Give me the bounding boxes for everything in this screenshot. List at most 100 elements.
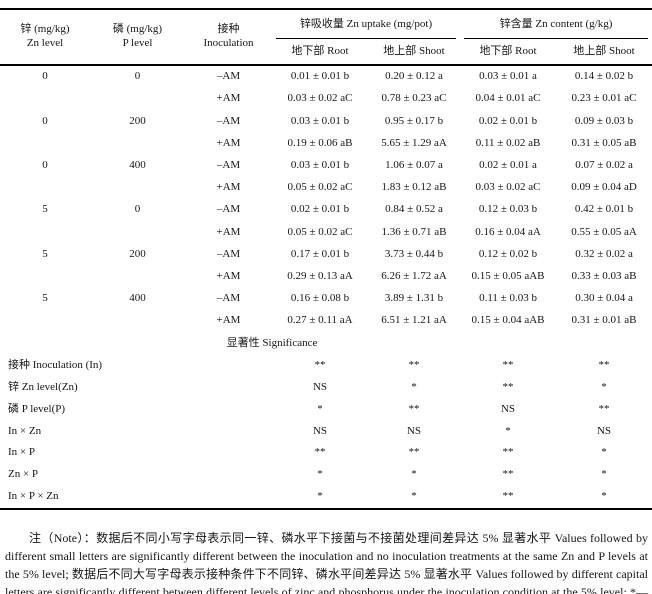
sig-uptake-root: NS	[312, 424, 328, 437]
cell-p	[90, 310, 185, 332]
cell-p: 0	[134, 203, 141, 216]
sig-uptake-shoot: *	[411, 381, 417, 394]
header-inoculation-en: Inoculation	[203, 37, 254, 49]
cell-content-root: 0.12 ± 0.02 b	[478, 247, 538, 260]
cell-uptake-shoot: 0.95 ± 0.17 b	[384, 114, 444, 127]
cell-p: 200	[129, 247, 146, 260]
significance-row: 磷 P level(P) * ** NS **	[0, 399, 652, 421]
table-header: 锌 (mg/kg) Zn level 磷 (mg/kg) P level 接种 …	[0, 9, 652, 66]
significance-title-row: 显著性 Significance	[0, 332, 652, 355]
table-row: +AM 0.19 ± 0.06 aB 5.65 ± 1.29 aA 0.11 ± 0.…	[0, 133, 652, 155]
cell-inoculation: +AM	[216, 181, 241, 194]
header-row-subcolumns: 地下部 Root 地上部 Shoot 地下部 Root 地上部 Shoot	[0, 39, 652, 66]
cell-content-shoot: 0.07 ± 0.02 a	[575, 158, 633, 171]
sig-uptake-shoot: NS	[406, 424, 422, 437]
cell-content-shoot: 0.23 ± 0.01 aC	[571, 92, 637, 105]
cell-p: 0	[134, 70, 141, 83]
header-zn-level-en: Zn level	[26, 37, 64, 49]
cell-uptake-shoot: 1.06 ± 0.07 a	[385, 158, 443, 171]
header-group-zn-uptake: 锌吸收量 Zn uptake (mg/pot)	[272, 9, 460, 39]
sig-content-shoot: **	[598, 359, 610, 372]
cell-content-shoot: 0.33 ± 0.03 aB	[571, 269, 637, 282]
cell-inoculation: –AM	[216, 70, 241, 83]
table-row: 5 0 –AM 0.02 ± 0.01 b 0.84 ± 0.52 a 0.12 ± 0.…	[0, 199, 652, 221]
significance-label: 锌 Zn level(Zn)	[8, 381, 78, 394]
significance-label: In × P	[8, 446, 35, 459]
cell-inoculation: –AM	[216, 292, 241, 305]
cell-p: 200	[129, 114, 146, 127]
cell-p	[90, 221, 185, 243]
cell-content-root: 0.15 ± 0.04 aAB	[471, 314, 545, 327]
cell-content-shoot: 0.55 ± 0.05 aA	[571, 225, 637, 238]
significance-row: In × P ** ** ** *	[0, 442, 652, 464]
header-inoculation: 接种 Inoculation	[185, 9, 272, 66]
header-group-zn-content: 锌含量 Zn content (g/kg)	[460, 9, 652, 39]
cell-inoculation: +AM	[216, 225, 241, 238]
header-p-level: 磷 (mg/kg) P level	[90, 9, 185, 66]
cell-p	[90, 177, 185, 199]
sig-content-root: **	[502, 359, 514, 372]
table-row: +AM 0.29 ± 0.13 aA 6.26 ± 1.72 aA 0.15 ± 0.…	[0, 266, 652, 288]
sig-uptake-root: *	[317, 468, 323, 481]
cell-content-shoot: 0.09 ± 0.03 b	[574, 114, 634, 127]
significance-rows: 接种 Inoculation (In) ** ** ** ** 锌 Zn level(Z…	[0, 355, 652, 509]
cell-uptake-root: 0.03 ± 0.02 aC	[287, 92, 353, 105]
cell-uptake-shoot: 3.73 ± 0.44 b	[384, 247, 444, 260]
table-note: 注（Note）：数据后不同小写字母表示同一锌、磷水平下接菌与不接菌处理间差异达 …	[5, 530, 648, 594]
cell-inoculation: –AM	[216, 158, 241, 171]
significance-label: In × Zn	[8, 424, 42, 437]
cell-p	[90, 266, 185, 288]
cell-content-shoot: 0.42 ± 0.01 b	[574, 203, 634, 216]
sig-content-shoot: *	[601, 490, 607, 503]
header-row-groups: 锌 (mg/kg) Zn level 磷 (mg/kg) P level 接种 …	[0, 9, 652, 66]
header-zn-level-zh: 锌 (mg/kg)	[20, 23, 70, 36]
cell-zn: 0	[42, 158, 48, 171]
cell-uptake-shoot: 6.51 ± 1.21 aA	[381, 314, 447, 327]
significance-row: 锌 Zn level(Zn) NS * ** *	[0, 377, 652, 399]
results-table: 锌 (mg/kg) Zn level 磷 (mg/kg) P level 接种 …	[0, 8, 652, 510]
cell-zn	[0, 177, 90, 199]
sig-content-root: NS	[500, 402, 516, 415]
sig-uptake-shoot: *	[411, 490, 417, 503]
cell-inoculation: +AM	[216, 314, 241, 327]
significance-label: In × P × Zn	[8, 490, 59, 503]
sig-content-root: **	[502, 446, 514, 459]
sig-uptake-root: **	[314, 446, 326, 459]
cell-uptake-shoot: 0.78 ± 0.23 aC	[381, 92, 447, 105]
cell-content-shoot: 0.31 ± 0.05 aB	[571, 136, 637, 149]
cell-zn	[0, 310, 90, 332]
cell-inoculation: +AM	[216, 92, 241, 105]
cell-inoculation: –AM	[216, 247, 241, 260]
cell-zn: 5	[42, 203, 48, 216]
cell-content-root: 0.02 ± 0.01 b	[478, 114, 538, 127]
cell-uptake-shoot: 0.20 ± 0.12 a	[385, 70, 443, 83]
header-uptake-shoot: 地上部 Shoot	[368, 39, 461, 66]
cell-uptake-root: 0.03 ± 0.01 b	[290, 114, 350, 127]
significance-label: 接种 Inoculation (In)	[8, 359, 103, 372]
sig-content-shoot: **	[598, 402, 610, 415]
significance-label: 磷 P level(P)	[8, 402, 66, 415]
sig-content-root: **	[502, 381, 514, 394]
cell-uptake-root: 0.03 ± 0.01 b	[290, 158, 350, 171]
significance-title: 显著性 Significance	[226, 336, 318, 349]
header-zn-level: 锌 (mg/kg) Zn level	[0, 9, 90, 66]
sig-uptake-shoot: **	[408, 359, 420, 372]
cell-content-root: 0.03 ± 0.02 aC	[475, 181, 541, 194]
cell-zn	[0, 266, 90, 288]
cell-zn: 0	[42, 114, 48, 127]
cell-uptake-shoot: 0.84 ± 0.52 a	[385, 203, 443, 216]
significance-row: Zn × P * * ** *	[0, 464, 652, 486]
cell-p	[90, 133, 185, 155]
header-p-level-zh: 磷 (mg/kg)	[112, 23, 163, 36]
sig-content-shoot: *	[601, 381, 607, 394]
cell-uptake-root: 0.05 ± 0.02 aC	[287, 181, 353, 194]
cell-content-root: 0.12 ± 0.03 b	[478, 203, 538, 216]
cell-uptake-root: 0.01 ± 0.01 b	[290, 70, 350, 83]
table-row: +AM 0.27 ± 0.11 aA 6.51 ± 1.21 aA 0.15 ± 0.…	[0, 310, 652, 332]
cell-uptake-shoot: 1.83 ± 0.12 aB	[381, 181, 447, 194]
cell-zn: 5	[42, 292, 48, 305]
cell-inoculation: –AM	[216, 203, 241, 216]
cell-p: 400	[129, 158, 146, 171]
cell-content-shoot: 0.31 ± 0.01 aB	[571, 314, 637, 327]
header-group-zn-uptake-label: 锌吸收量 Zn uptake (mg/pot)	[276, 11, 457, 39]
